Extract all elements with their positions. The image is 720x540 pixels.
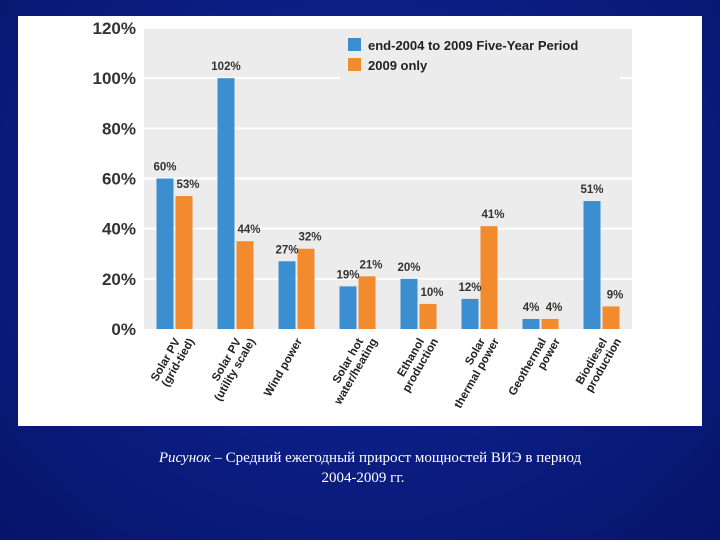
data-label: 21% [359,259,382,271]
data-label: 4% [523,302,540,314]
bar-series1 [400,278,418,329]
legend-label: end-2004 to 2009 Five-Year Period [368,38,578,53]
bar-series2 [236,241,254,329]
data-label: 10% [420,287,443,299]
bar-series2 [358,276,376,329]
bar-series1 [217,78,235,329]
bar-series1 [583,201,601,329]
bar-series1 [278,261,296,329]
data-label: 53% [176,179,199,191]
bar-series2 [602,306,620,329]
caption-text: Средний ежегодный прирост мощностей ВИЭ … [221,450,582,466]
data-label: 102% [211,61,240,73]
data-label: 41% [481,209,504,221]
bar-series1 [339,286,357,329]
legend-swatch [348,58,361,71]
data-label: 60% [153,162,176,174]
bar-chart: 0%20%40%60%80%100%120%60%53%Solar PV(gri… [93,19,632,411]
y-tick-label: 40% [102,220,136,239]
chart-panel: 0% 20% 40% 60% 80% 100% 120% 60% 53% Solar PV (gri… [18,16,702,426]
data-label: 4% [546,302,563,314]
caption-prefix: Рисунок – [158,450,222,466]
data-label: 20% [397,262,420,274]
y-tick-label: 100% [93,69,136,88]
y-tick-label: 120% [93,19,136,38]
legend-box [340,32,620,84]
data-label: 9% [607,289,624,301]
data-label: 19% [336,269,359,281]
bar-series2 [419,303,437,329]
legend-label: 2009 only [368,58,428,73]
y-tick-label: 0% [111,320,136,339]
bar-series2 [297,248,315,329]
data-label: 44% [237,224,260,236]
bar-series2 [541,318,559,329]
caption-line-1: Рисунок – Средний ежегодный прирост мощн… [0,448,720,468]
data-label: 32% [298,232,321,244]
bar-series2 [480,226,498,329]
caption-line-2: 2004-2009 гг. [321,470,405,486]
data-label: 12% [458,282,481,294]
bar-series1 [156,178,174,329]
data-label: 27% [275,244,298,256]
bar-series1 [461,298,479,329]
y-tick-label: 80% [102,119,136,138]
y-tick-label: 60% [102,170,136,189]
data-label: 51% [580,184,603,196]
x-tick-label: Wind power [262,336,305,399]
legend-swatch [348,38,361,51]
y-tick-label: 20% [102,270,136,289]
bar-series2 [175,196,193,329]
bar-series1 [522,318,540,329]
figure-caption: Рисунок – Средний ежегодный прирост мощн… [0,448,720,488]
